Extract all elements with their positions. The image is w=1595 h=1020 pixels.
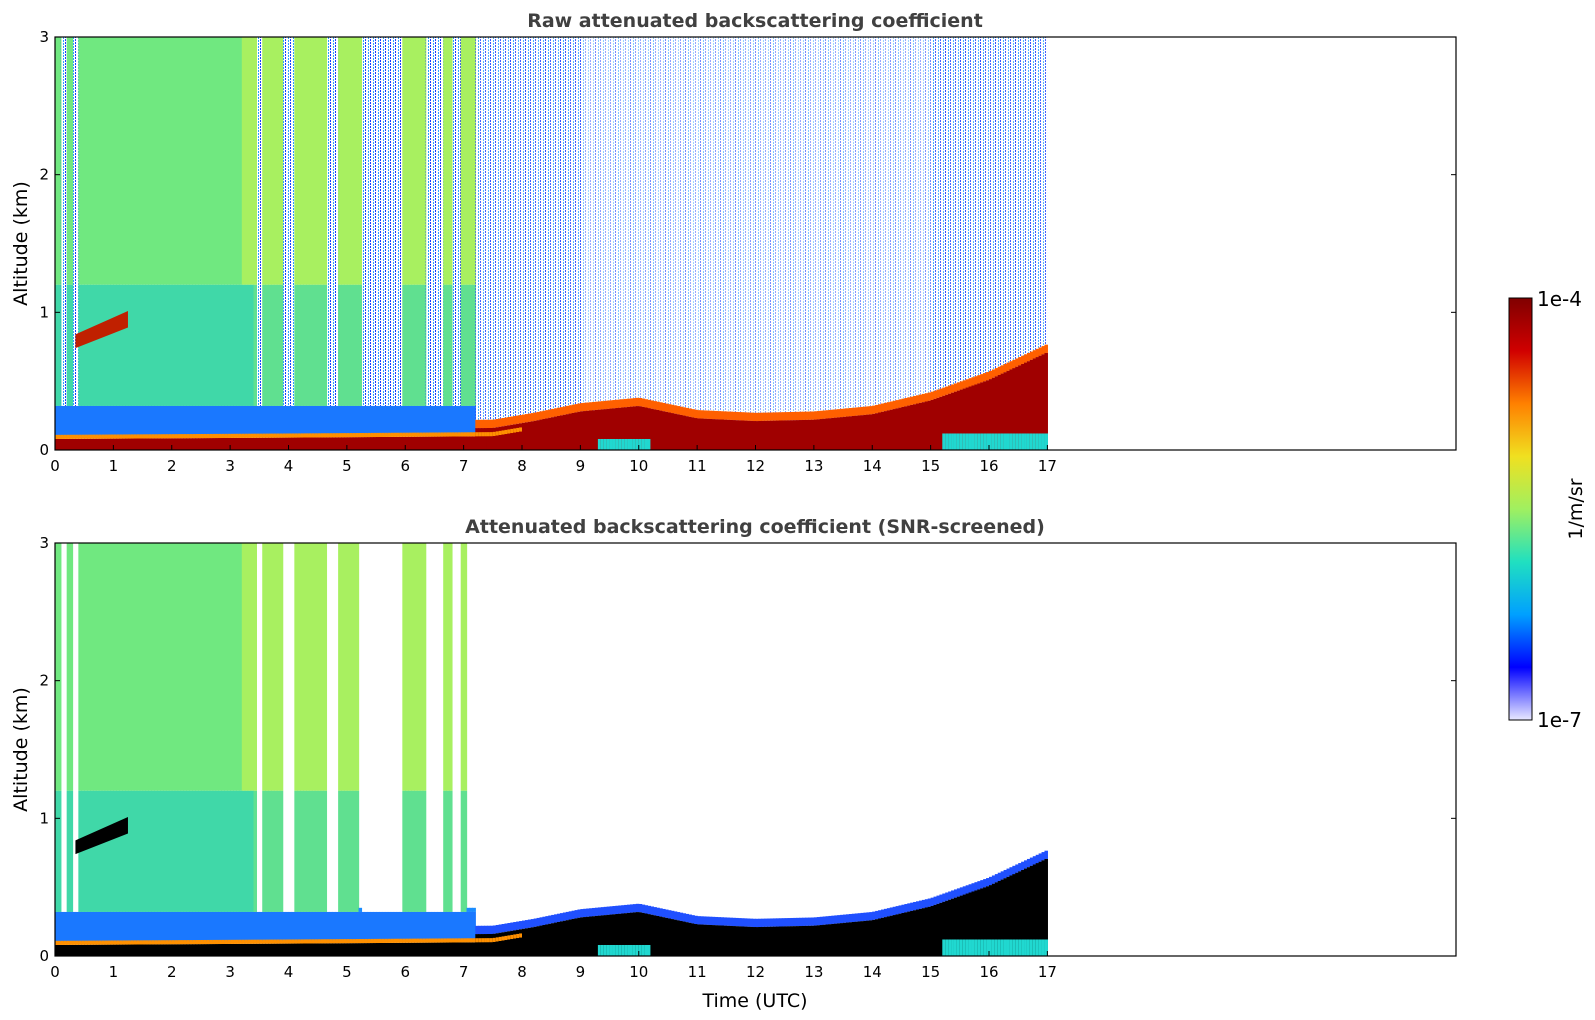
x-tick-label: 6 — [400, 963, 410, 981]
x-tick-label: 7 — [459, 457, 469, 475]
x-axis-label: Time (UTC) — [701, 990, 807, 1012]
x-tick-label: 12 — [746, 457, 765, 475]
y-tick-label: 0 — [39, 441, 49, 459]
colorbar-max-label: 1e-4 — [1537, 287, 1582, 311]
x-tick-label: 4 — [284, 963, 294, 981]
x-tick-label: 10 — [629, 963, 648, 981]
x-tick-label: 4 — [284, 457, 294, 475]
panel-raw: Raw attenuated backscattering coefficien… — [10, 10, 1457, 475]
heatmap-screened — [55, 543, 1048, 956]
x-tick-label: 11 — [688, 963, 707, 981]
x-tick-label: 16 — [979, 457, 998, 475]
x-tick-label: 17 — [1038, 963, 1057, 981]
x-tick-label: 14 — [863, 457, 882, 475]
x-tick-label: 2 — [167, 457, 177, 475]
x-tick-label: 5 — [342, 963, 352, 981]
panel-title: Attenuated backscattering coefficient (S… — [465, 516, 1045, 538]
x-tick-label: 12 — [746, 963, 765, 981]
x-tick-label: 17 — [1038, 457, 1057, 475]
y-axis: 0 1 2 3 — [39, 28, 1456, 459]
y-axis-label: Altitude (km) — [10, 687, 32, 812]
y-tick-label: 3 — [39, 534, 49, 552]
x-tick-label: 3 — [225, 963, 235, 981]
x-tick-label: 0 — [50, 963, 60, 981]
x-tick-label: 8 — [517, 457, 527, 475]
x-axis: 0 1 2 3 4 5 6 7 8 9 10 11 12 13 14 15 16 17 — [50, 951, 1057, 981]
x-tick-label: 16 — [979, 963, 998, 981]
x-tick-label: 1 — [109, 963, 119, 981]
y-tick-label: 2 — [39, 166, 49, 184]
x-tick-label: 11 — [688, 457, 707, 475]
x-tick-label: 10 — [629, 457, 648, 475]
x-tick-label: 6 — [400, 457, 410, 475]
colorbar-label: 1/m/sr — [1565, 478, 1587, 539]
x-tick-label: 9 — [576, 963, 586, 981]
y-axis: 0 1 2 3 — [39, 534, 1456, 965]
x-tick-label: 13 — [804, 963, 823, 981]
y-axis-label: Altitude (km) — [10, 181, 32, 306]
colorbar: 1e-4 1e-7 1/m/sr — [1508, 287, 1587, 732]
colorbar-gradient — [1508, 297, 1533, 721]
y-tick-label: 2 — [39, 672, 49, 690]
panel-title: Raw attenuated backscattering coefficien… — [527, 10, 983, 32]
colorbar-min-label: 1e-7 — [1537, 708, 1582, 732]
x-tick-label: 15 — [921, 457, 940, 475]
y-tick-label: 1 — [39, 809, 49, 827]
heatmap-raw — [55, 37, 1048, 450]
x-tick-label: 9 — [576, 457, 586, 475]
x-tick-label: 13 — [804, 457, 823, 475]
y-tick-label: 1 — [39, 303, 49, 321]
x-tick-label: 7 — [459, 963, 469, 981]
x-axis: 0 1 2 3 4 5 6 7 8 9 10 11 12 13 14 15 16 17 — [50, 445, 1057, 475]
x-tick-label: 0 — [50, 457, 60, 475]
x-tick-label: 1 — [109, 457, 119, 475]
x-tick-label: 2 — [167, 963, 177, 981]
x-tick-label: 8 — [517, 963, 527, 981]
panel-screened: Attenuated backscattering coefficient (S… — [10, 516, 1457, 1012]
x-tick-label: 14 — [863, 963, 882, 981]
y-tick-label: 3 — [39, 28, 49, 46]
x-tick-label: 5 — [342, 457, 352, 475]
x-tick-label: 3 — [225, 457, 235, 475]
y-tick-label: 0 — [39, 947, 49, 965]
x-tick-label: 15 — [921, 963, 940, 981]
